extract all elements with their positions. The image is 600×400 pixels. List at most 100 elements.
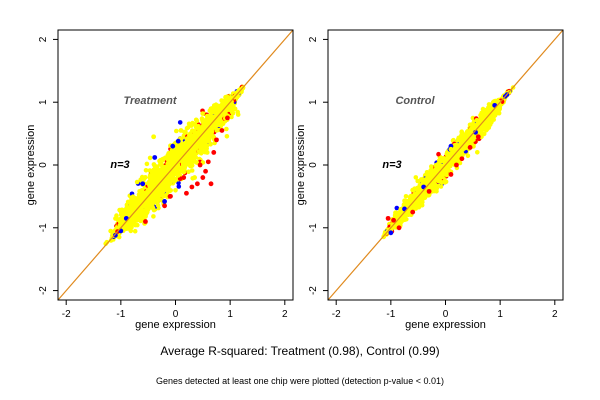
control-data-point [396,225,402,231]
control-cloud-point [489,111,494,116]
control-cloud-point [444,169,449,174]
control-x-tick-label: -2 [332,309,341,320]
control-cloud-point [469,141,474,146]
treatment-data-point [184,190,189,196]
treatment-cloud-point [157,182,162,187]
treatment-cloud-point [165,186,170,191]
control-x-tick-label: 2 [552,309,558,320]
control-data-point [385,215,391,221]
control-data-point [459,156,465,162]
control-data-point [481,119,487,125]
treatment-y-tick-label: 1 [38,99,49,105]
treatment-series-point_main [134,106,222,202]
control-cloud-point [439,163,444,168]
treatment-data-point [219,128,225,133]
treatment-cloud-point [142,192,148,197]
control-data-point [467,145,473,150]
treatment-x-axis-label: gene expression [135,319,216,331]
control-data-point [410,187,416,193]
control-cloud-point [475,121,480,127]
treatment-cloud-point [174,128,179,134]
treatment-x-tick-label: 0 [173,309,179,320]
treatment-cloud-point [217,117,223,123]
treatment-cloud-point [167,181,173,186]
control-cloud-point [399,212,404,217]
treatment-cloud-point [181,142,186,148]
treatment-data-point [203,168,208,174]
treatment-cloud-point [189,168,195,173]
control-cloud-point [429,164,434,169]
control-cloud-point [486,102,492,107]
treatment-data-point [112,232,118,238]
treatment-cloud-point [158,171,164,176]
treatment-cloud-point [175,171,180,176]
treatment-data-point [197,162,203,168]
control-cloud-point [482,109,488,115]
treatment-cloud-point [151,214,156,219]
treatment-x-tick-label: 2 [282,309,288,320]
control-cloud-point [465,129,470,134]
control-data-point [391,217,396,223]
treatment-cloud-point [153,169,159,175]
control-cloud-point [436,151,441,157]
treatment-cloud-point [140,209,145,214]
control-cloud-point [425,174,430,180]
treatment-x-tick-label: -2 [62,309,71,320]
treatment-cloud-point [189,123,194,128]
control-y-axis-label: gene expression [295,125,307,206]
control-data-point [448,146,454,152]
treatment-cloud-point [187,134,193,139]
control-cloud-point [438,184,444,189]
control-cloud-point [415,203,421,208]
control-x-tick-label: 1 [497,309,503,320]
control-x-tick-label: -1 [386,309,395,320]
treatment-cloud-point [138,177,143,183]
treatment-cloud-point [176,180,181,186]
treatment-cloud-point [198,148,203,154]
treatment-cloud-point [147,168,153,173]
treatment-cloud-point [186,155,192,160]
control-data-point [454,162,459,168]
control-cloud-point [474,118,480,123]
control-cloud-point [440,156,446,162]
treatment-cloud-point [192,159,198,164]
treatment-cloud-point [235,109,240,115]
treatment-data-point [151,134,157,140]
control-cloud-point [403,198,408,204]
treatment-cloud-point [155,203,161,208]
control-cloud-point [435,163,441,168]
treatment-cloud-point [157,190,162,196]
treatment-cloud-point [152,163,157,168]
treatment-x-tick-label: 1 [227,309,233,320]
treatment-plot-area [58,30,293,300]
treatment-cloud-point [193,131,199,136]
control-data-point [410,209,416,215]
treatment-data-point [204,150,210,155]
control-cloud-point [394,205,400,211]
treatment-cloud-point [194,118,200,124]
control-cloud-point [404,217,409,222]
control-y-tick-label: 0 [308,162,319,168]
treatment-cloud-point [204,146,209,151]
control-plot-area [328,30,563,300]
control-identity-line [328,30,563,300]
detection-footnote: Genes detected at least one chip were pl… [156,376,444,386]
treatment-cloud-point [138,218,143,223]
control-data-point [426,188,432,194]
treatment-cloud-point [206,116,211,122]
treatment-cloud-point [161,189,166,194]
treatment-cloud-point [137,190,143,195]
treatment-cloud-point [195,144,201,149]
treatment-cloud-point [208,108,214,113]
treatment-cloud-point [145,205,151,210]
treatment-cloud-point [152,196,157,202]
control-cloud-point [448,163,453,169]
treatment-identity-line [58,30,293,300]
control-cloud-point [475,150,480,155]
treatment-cloud-point [208,133,213,138]
treatment-cloud-point [181,163,186,169]
control-y-tick-label: 2 [308,36,319,42]
treatment-cloud-point [158,157,163,163]
treatment-data-point [140,181,146,187]
treatment-cloud-point [167,170,172,176]
